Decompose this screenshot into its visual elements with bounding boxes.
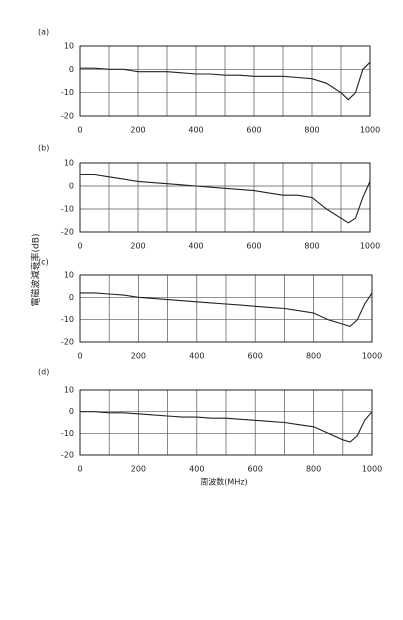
panel-label: (d) (38, 368, 49, 377)
plot-frame (79, 274, 373, 343)
plot-frame (79, 162, 371, 233)
x-tick-label: 200 (130, 126, 145, 135)
x-tick-label: 800 (306, 465, 321, 474)
y-tick-label: 0 (69, 407, 74, 416)
x-axis-label: 周波数(MHz) (200, 477, 247, 487)
y-tick-label: -20 (61, 112, 74, 121)
x-tick-label: 1000 (360, 126, 380, 135)
y-tick-label: 10 (64, 386, 74, 395)
y-tick-label: 0 (69, 182, 74, 191)
x-tick-label: 1000 (360, 242, 380, 251)
x-tick-label: 0 (77, 352, 82, 361)
x-tick-label: 600 (246, 242, 261, 251)
x-tick-label: 400 (188, 126, 203, 135)
y-axis-label: 電磁波減衰率(dB) (30, 234, 42, 307)
y-tick-label: 0 (69, 293, 74, 302)
panel-label: (a) (38, 28, 49, 37)
x-tick-label: 1000 (362, 352, 382, 361)
x-tick-label: 400 (189, 352, 204, 361)
y-tick-label: 10 (64, 271, 74, 280)
y-tick-label: 0 (69, 65, 74, 74)
x-tick-label: 800 (306, 352, 321, 361)
y-tick-label: 10 (64, 42, 74, 51)
x-tick-label: 200 (131, 352, 146, 361)
x-tick-label: 0 (77, 126, 82, 135)
x-tick-label: 800 (304, 126, 319, 135)
x-tick-label: 400 (189, 465, 204, 474)
y-tick-label: -20 (61, 451, 74, 460)
y-tick-label: -10 (61, 88, 74, 97)
x-tick-label: 400 (188, 242, 203, 251)
x-tick-label: 800 (304, 242, 319, 251)
y-tick-label: -20 (61, 228, 74, 237)
y-tick-label: -10 (61, 205, 74, 214)
x-tick-label: 1000 (362, 465, 382, 474)
y-tick-label: 10 (64, 159, 74, 168)
y-tick-label: -10 (61, 315, 74, 324)
x-tick-label: 0 (77, 465, 82, 474)
y-tick-label: -10 (61, 429, 74, 438)
y-tick-label: -20 (61, 338, 74, 347)
panel-label: (c) (38, 258, 49, 267)
panel-label: (b) (38, 144, 49, 153)
x-tick-label: 200 (130, 242, 145, 251)
x-tick-label: 600 (248, 352, 263, 361)
x-tick-label: 600 (248, 465, 263, 474)
data-line (80, 411, 373, 443)
x-tick-label: 200 (131, 465, 146, 474)
x-tick-label: 0 (77, 242, 82, 251)
x-tick-label: 600 (246, 126, 261, 135)
data-line (80, 292, 373, 328)
data-line (80, 61, 371, 101)
data-line (80, 173, 371, 224)
plot-frame (79, 389, 373, 456)
plot-frame (79, 45, 371, 117)
